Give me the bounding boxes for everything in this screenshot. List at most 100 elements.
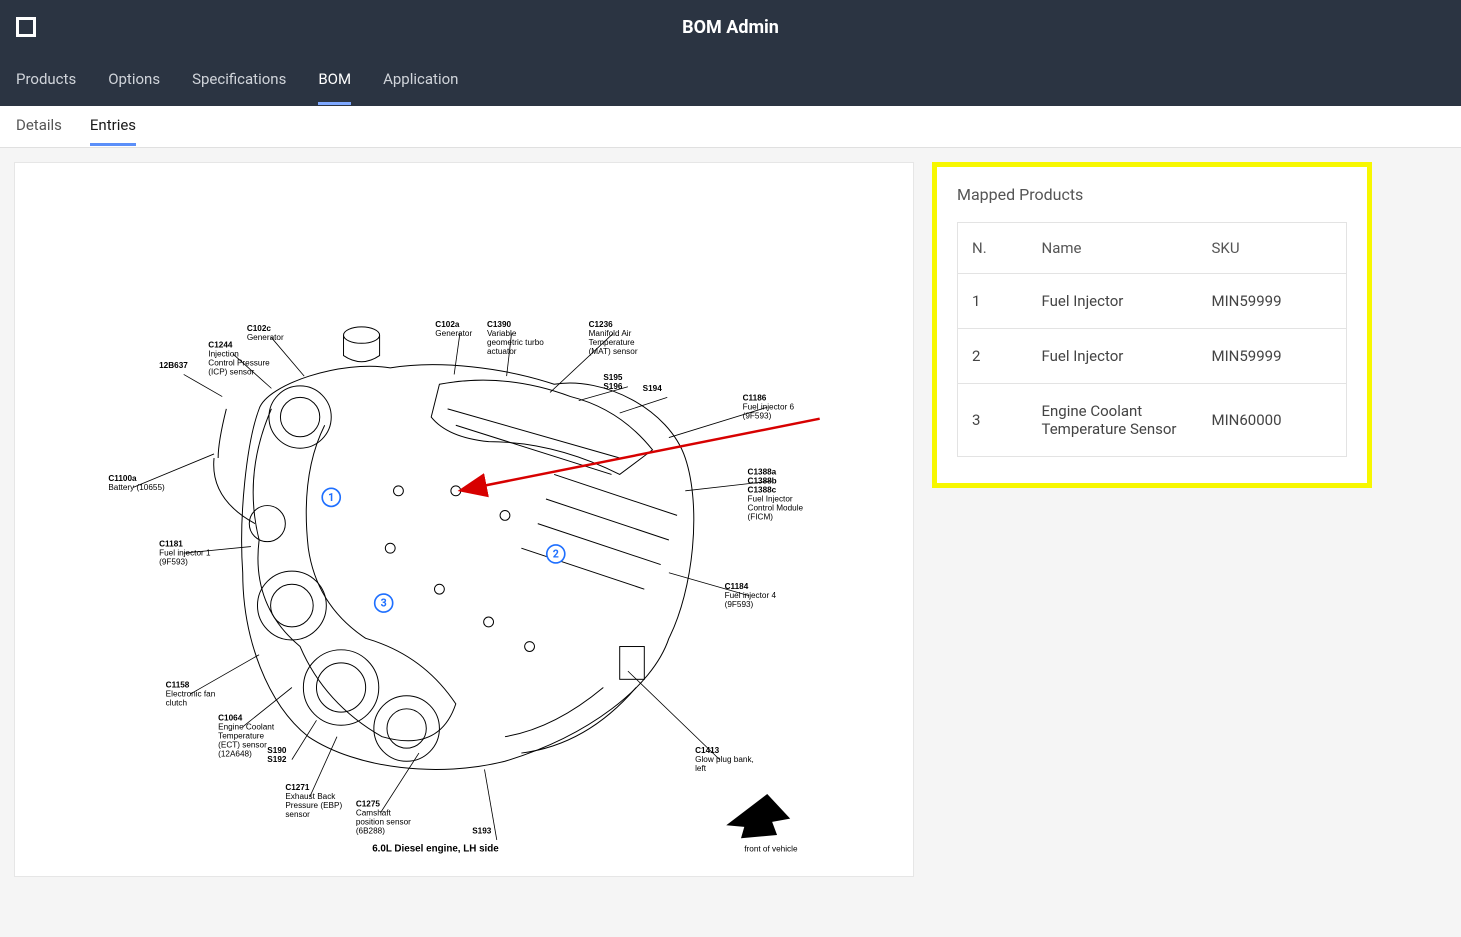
- diagram-caption: 6.0L Diesel engine, LH side: [372, 843, 499, 854]
- leader-line: [380, 753, 419, 813]
- svg-text:3: 3: [381, 597, 387, 610]
- svg-text:Fuel injector 6: Fuel injector 6: [743, 403, 795, 412]
- svg-text:(MAT) sensor: (MAT) sensor: [589, 347, 638, 356]
- cell-name: Fuel Injector: [1028, 274, 1198, 329]
- diagram-label: S193: [472, 826, 492, 835]
- col-header-n: N.: [958, 223, 1028, 274]
- diagram-label: C1158Electronic fanclutch: [166, 681, 216, 708]
- svg-text:S194: S194: [643, 384, 663, 393]
- svg-text:Exhaust Back: Exhaust Back: [285, 792, 336, 801]
- svg-text:Temperature: Temperature: [218, 731, 264, 740]
- engine-diagram[interactable]: 12B637 C1244InjectionControl Pressure(ICP…: [15, 163, 913, 876]
- svg-text:Control Pressure: Control Pressure: [208, 358, 270, 367]
- content-area: 12B637 C1244InjectionControl Pressure(ICP…: [0, 148, 1461, 891]
- app-header: BOM Admin: [0, 0, 1461, 54]
- table-row[interactable]: 1Fuel InjectorMIN59999: [958, 274, 1347, 329]
- svg-text:C1390: C1390: [487, 320, 512, 329]
- col-header-name: Name: [1028, 223, 1198, 274]
- nav-primary-item-products[interactable]: Products: [16, 56, 76, 105]
- svg-text:(ICP) sensor: (ICP) sensor: [208, 367, 254, 376]
- leader-line: [454, 333, 460, 374]
- svg-text:(ECT) sensor: (ECT) sensor: [218, 740, 267, 749]
- svg-text:Control Module: Control Module: [748, 503, 804, 512]
- diagram-label: C1390Variablegeometric turboactuator: [487, 320, 544, 356]
- diagram-label: C1244InjectionControl Pressure(ICP) sens…: [208, 340, 270, 376]
- mapped-products-panel: Mapped Products N. Name SKU 1Fuel Inject…: [932, 162, 1372, 488]
- svg-text:S195: S195: [603, 373, 623, 382]
- svg-text:C1158: C1158: [166, 681, 190, 690]
- svg-text:clutch: clutch: [166, 699, 188, 708]
- svg-text:Battery (10655): Battery (10655): [108, 483, 165, 492]
- svg-text:left: left: [695, 764, 707, 773]
- diagram-marker-3[interactable]: 3: [375, 594, 393, 612]
- cell-name: Engine Coolant Temperature Sensor: [1028, 384, 1198, 457]
- diagram-label: C1413Glow plug bank,left: [695, 746, 754, 773]
- svg-text:actuator: actuator: [487, 347, 517, 356]
- diagram-marker-1[interactable]: 1: [322, 488, 340, 506]
- diagram-label: C1388aC1388bC1388cFuel InjectorControl M…: [748, 467, 804, 521]
- diagram-label: C1236Manifold AirTemperature(MAT) sensor: [589, 320, 638, 356]
- mapped-products-title: Mapped Products: [957, 185, 1347, 204]
- svg-text:(9F593): (9F593): [743, 412, 772, 421]
- diagram-label: C1064Engine CoolantTemperature(ECT) sens…: [218, 713, 275, 758]
- svg-text:12B637: 12B637: [159, 361, 188, 370]
- front-of-vehicle-label: front of vehicle: [744, 844, 798, 853]
- cell-sku: MIN59999: [1198, 274, 1347, 329]
- cell-n: 3: [958, 384, 1028, 457]
- svg-text:1: 1: [328, 491, 334, 504]
- svg-text:C1388c: C1388c: [748, 485, 777, 494]
- nav-secondary-item-entries[interactable]: Entries: [90, 107, 136, 146]
- svg-text:C1388b: C1388b: [748, 476, 777, 485]
- diagram-label: S190S192: [267, 746, 287, 764]
- diagram-label: S195S196: [603, 373, 623, 391]
- svg-text:Engine Coolant: Engine Coolant: [218, 722, 275, 731]
- nav-primary-item-specifications[interactable]: Specifications: [192, 56, 286, 105]
- svg-text:Generator: Generator: [247, 333, 284, 342]
- leader-line: [184, 374, 223, 396]
- secondary-nav: Details Entries: [0, 106, 1461, 148]
- diagram-label: C1181Fuel injector 1(9F593): [159, 540, 211, 567]
- diagram-label: C1275Camshaftposition sensor(6B288): [356, 799, 411, 835]
- svg-text:position sensor: position sensor: [356, 817, 411, 826]
- front-of-vehicle-arrow-icon: front of vehicle: [726, 794, 798, 853]
- svg-text:Fuel injector 1: Fuel injector 1: [159, 549, 211, 558]
- svg-text:(6B288): (6B288): [356, 826, 385, 835]
- diagram-label: C102cGenerator: [247, 324, 284, 342]
- svg-text:(FICM): (FICM): [748, 513, 774, 522]
- table-row[interactable]: 2Fuel InjectorMIN59999: [958, 329, 1347, 384]
- col-header-sku: SKU: [1198, 223, 1347, 274]
- cell-n: 1: [958, 274, 1028, 329]
- nav-primary-item-application[interactable]: Application: [383, 56, 458, 105]
- svg-text:C1100a: C1100a: [108, 474, 137, 483]
- svg-text:Camshaft: Camshaft: [356, 808, 392, 817]
- leader-line: [243, 688, 292, 727]
- diagram-panel: 12B637 C1244InjectionControl Pressure(ICP…: [14, 162, 914, 877]
- svg-text:C1271: C1271: [285, 783, 310, 792]
- diagram-label: 12B637: [159, 361, 188, 370]
- svg-text:C1413: C1413: [695, 746, 720, 755]
- table-row[interactable]: 3Engine Coolant Temperature SensorMIN600…: [958, 384, 1347, 457]
- diagram-label: C1100aBattery (10655): [108, 474, 165, 492]
- svg-text:(9F593): (9F593): [159, 558, 188, 567]
- svg-text:sensor: sensor: [285, 810, 310, 819]
- svg-text:C1064: C1064: [218, 713, 243, 722]
- svg-text:C1244: C1244: [208, 340, 233, 349]
- svg-text:Injection: Injection: [208, 349, 239, 358]
- mapped-products-table: N. Name SKU 1Fuel InjectorMIN599992Fuel …: [957, 222, 1347, 457]
- nav-primary-item-bom[interactable]: BOM: [318, 56, 351, 105]
- diagram-marker-2[interactable]: 2: [547, 545, 565, 563]
- diagram-label: S194: [643, 384, 663, 393]
- diagram-label: C1184Fuel injector 4(9F593): [725, 582, 777, 609]
- primary-nav: Products Options Specifications BOM Applicat…: [0, 54, 1461, 106]
- svg-text:C1184: C1184: [725, 582, 749, 591]
- nav-primary-item-options[interactable]: Options: [108, 56, 160, 105]
- svg-text:C1236: C1236: [589, 320, 614, 329]
- svg-text:Fuel injector 4: Fuel injector 4: [725, 591, 777, 600]
- svg-text:C1275: C1275: [356, 799, 381, 808]
- svg-text:(12A648): (12A648): [218, 749, 252, 758]
- nav-secondary-item-details[interactable]: Details: [16, 107, 62, 146]
- table-header-row: N. Name SKU: [958, 223, 1347, 274]
- svg-text:(9F593): (9F593): [725, 600, 754, 609]
- leader-line: [271, 338, 304, 377]
- page-title: BOM Admin: [682, 17, 779, 38]
